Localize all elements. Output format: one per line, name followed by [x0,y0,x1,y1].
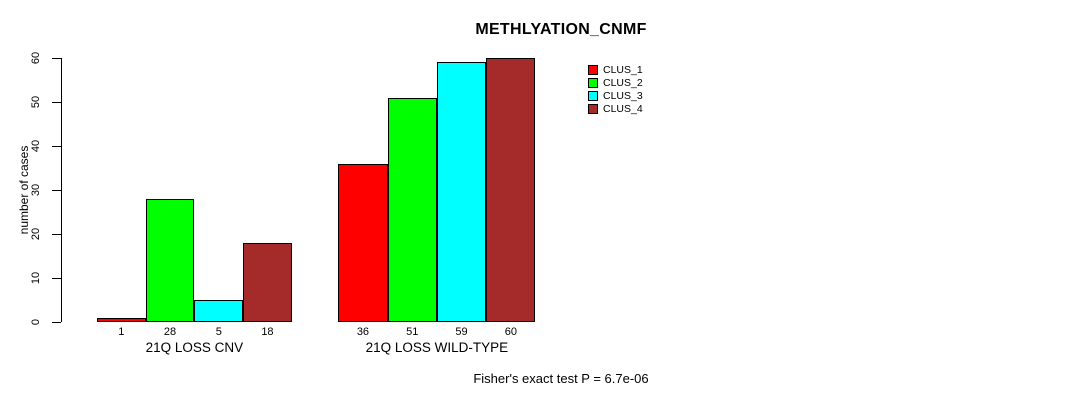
category-label: 21Q LOSS WILD-TYPE [365,340,509,355]
y-axis-tick [52,321,61,323]
y-axis-tick-label: 50 [30,95,42,109]
legend-swatch-icon [588,91,598,101]
bar-value-label: 28 [163,326,177,338]
y-axis-tick [52,145,61,147]
legend-item-clus_3: CLUS_3 [588,91,643,101]
legend-swatch-icon [588,104,598,114]
bar-clus_1-group1 [97,317,146,322]
legend-label: CLUS_1 [603,64,643,76]
bar-value-label: 18 [261,326,274,338]
y-axis-tick [52,189,61,191]
legend-swatch-icon [588,78,598,88]
chart-title: METHLYATION_CNMF [475,21,647,38]
bar-clus_1-group2 [338,163,388,322]
bar-value-label: 5 [215,326,222,338]
legend-label: CLUS_4 [603,103,643,115]
legend: CLUS_1 CLUS_2 CLUS_3 CLUS_4 [588,65,643,114]
y-axis-tick-label: 60 [30,51,42,65]
bar-clus_4-group2 [486,58,536,322]
legend-item-clus_2: CLUS_2 [588,78,643,88]
bar-value-label: 36 [356,326,370,338]
y-axis-tick [52,101,61,103]
bar-value-label: 59 [455,326,468,338]
bar-value-label: 51 [406,326,419,338]
bar-clus_3-group1 [194,300,244,322]
bar-clus_4-group1 [243,242,292,322]
bar-value-label: 1 [118,326,125,338]
bar-value-label: 60 [504,326,517,338]
bar-clus_3-group2 [436,62,487,322]
y-axis-tick-label: 0 [30,318,42,326]
y-axis-tick [52,57,61,59]
bar-clus_2-group2 [387,97,437,322]
y-axis-tick-label: 10 [30,271,42,285]
bar-clus_2-group1 [145,198,195,322]
legend-swatch-icon [588,65,598,75]
y-axis-tick-label: 20 [30,227,42,241]
y-axis-tick [52,233,61,235]
y-axis-title: number of cases [17,145,31,235]
y-axis-tick-label: 30 [30,183,42,197]
legend-label: CLUS_2 [603,77,643,89]
legend-item-clus_4: CLUS_4 [588,104,643,114]
y-axis-line [61,58,62,322]
legend-label: CLUS_3 [603,90,643,102]
y-axis-tick [52,277,61,279]
stat-test-caption: Fisher's exact test P = 6.7e-06 [473,371,649,386]
category-label: 21Q LOSS CNV [145,340,244,355]
y-axis-tick-label: 40 [30,139,42,153]
legend-item-clus_1: CLUS_1 [588,65,643,75]
